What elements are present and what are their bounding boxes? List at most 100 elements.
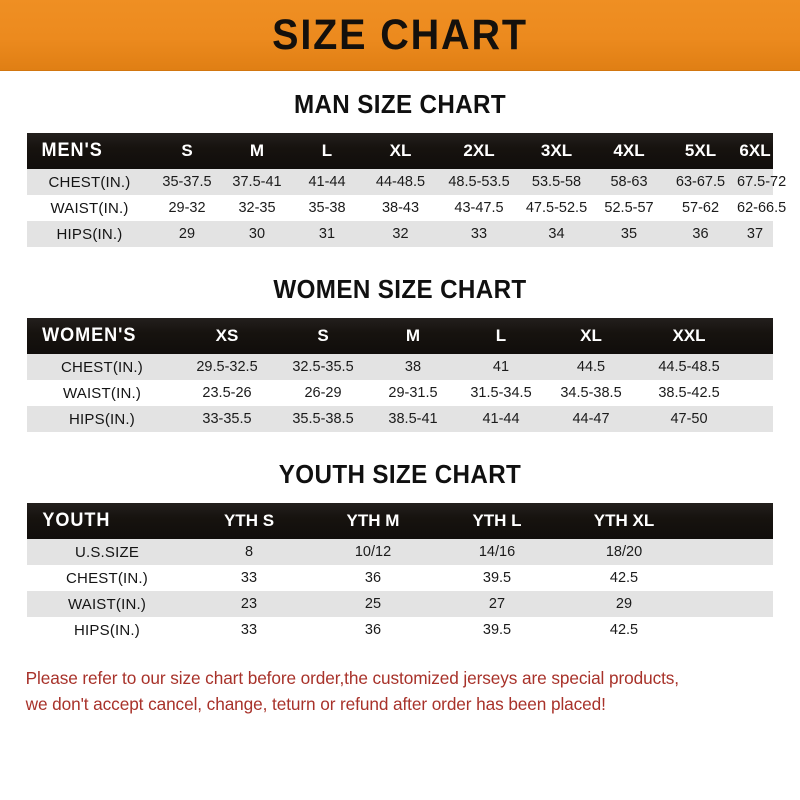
table-body-youth: U.S.SIZE 8 10/12 14/16 18/20 CHEST(IN.) … [27, 539, 773, 643]
size-col-yth-m: YTH M [346, 511, 400, 530]
row-label-us-size: U.S.SIZE [74, 543, 140, 561]
cell: 38.5-41 [388, 411, 438, 427]
size-col-m: M [249, 141, 265, 160]
row-label-hips: HIPS(IN.) [74, 621, 140, 639]
size-col-3xl: 3XL [540, 141, 573, 160]
cell: 30 [248, 226, 266, 242]
cell: 25 [364, 596, 382, 612]
footer-line-2: we don't accept cancel, change, teturn o… [25, 694, 606, 714]
row-label-chest: CHEST(IN.) [48, 173, 131, 191]
cell: 32 [392, 226, 409, 242]
cell: 35 [620, 226, 638, 242]
size-col-5xl: 5XL [684, 141, 717, 160]
cell [689, 591, 773, 617]
size-col-yth-l: YTH L [472, 511, 522, 530]
row-label-chest: CHEST(IN.) [66, 569, 148, 587]
size-col-xs: XS [215, 326, 239, 345]
size-table-man: MEN'S S M L XL 2XL 3XL 4XL 5XL 6XL CHEST… [27, 133, 787, 247]
table-row-hips: HIPS(IN.) 33-35.5 35.5-38.5 38.5-41 41-4… [27, 406, 773, 432]
size-col-empty [741, 318, 773, 354]
size-col-l: L [495, 326, 507, 345]
cell: 29.5-32.5 [196, 359, 258, 375]
size-col-l: L [321, 141, 333, 160]
cell: 52.5-57 [604, 200, 654, 216]
size-col-yth-xl: YTH XL [593, 511, 655, 530]
cell: 27 [488, 596, 506, 612]
row-label-waist: WAIST(IN.) [67, 595, 147, 613]
header-row: WOMEN'S XS S M L XL XXL [27, 318, 773, 354]
table-header-youth: YOUTH YTH S YTH M YTH L YTH XL [27, 503, 773, 539]
size-col-yth-s: YTH S [223, 511, 275, 530]
table-row-chest: CHEST(IN.) 29.5-32.5 32.5-35.5 38 41 44.… [27, 354, 773, 380]
row-label-hips: HIPS(IN.) [69, 410, 135, 428]
size-col-xl: XL [389, 141, 412, 160]
header-row: YOUTH YTH S YTH M YTH L YTH XL [27, 503, 773, 539]
table-body-women: CHEST(IN.) 29.5-32.5 32.5-35.5 38 41 44.… [27, 354, 773, 432]
cell: 33 [470, 226, 488, 242]
size-col-6xl: 6XL [739, 141, 771, 160]
cell: 23 [240, 596, 258, 612]
spacer [27, 117, 773, 133]
header-row: MEN'S S M L XL 2XL 3XL 4XL 5XL 6XL [27, 133, 773, 169]
size-col-s: S [181, 141, 193, 160]
cell: 23.5-26 [202, 385, 252, 401]
footer-line-1: Please refer to our size chart before or… [25, 668, 680, 688]
table-header-man: MEN'S S M L XL 2XL 3XL 4XL 5XL 6XL [27, 133, 773, 169]
cell: 43-47.5 [454, 200, 504, 216]
cell: 35.5-38.5 [292, 411, 354, 427]
cell: 14/16 [478, 544, 516, 560]
cell: 38 [404, 359, 422, 375]
cell: 29-32 [168, 200, 206, 216]
cell: 42.5 [609, 622, 639, 638]
row-label-hips: HIPS(IN.) [56, 225, 123, 243]
cell: 35-38 [308, 200, 346, 216]
cell: 34 [548, 226, 565, 242]
cell: 67.5-72 [737, 174, 787, 190]
cell: 44.5-48.5 [658, 359, 720, 375]
banner: SIZE CHART [0, 0, 800, 71]
cell: 63-67.5 [675, 174, 726, 190]
cell: 42.5 [609, 570, 639, 586]
table-row-hips: HIPS(IN.) 33 36 39.5 42.5 [27, 617, 773, 643]
table-row-hips: HIPS(IN.) 29 30 31 32 33 34 35 36 37 [27, 221, 773, 247]
cell [689, 617, 773, 643]
cell: 41-44 [308, 174, 346, 190]
cell: 31.5-34.5 [470, 385, 532, 401]
cell: 8 [244, 544, 254, 560]
cell: 33 [240, 570, 258, 586]
size-table-youth: YOUTH YTH S YTH M YTH L YTH XL U.S.SIZE … [27, 503, 773, 643]
size-col-2xl: 2XL [463, 141, 495, 160]
cell: 41 [492, 359, 510, 375]
cell: 44-48.5 [375, 174, 426, 190]
size-col-m: M [405, 326, 421, 345]
cell: 39.5 [482, 570, 512, 586]
table-row-chest: CHEST(IN.) 35-37.5 37.5-41 41-44 44-48.5… [27, 169, 787, 195]
section-title-women: WOMEN SIZE CHART [273, 274, 527, 304]
table-body-man: CHEST(IN.) 35-37.5 37.5-41 41-44 44-48.5… [27, 169, 787, 247]
section-man: MAN SIZE CHART MEN'S S M L XL 2XL 3XL 4X… [0, 91, 800, 247]
section-youth: YOUTH SIZE CHART YOUTH YTH S YTH M YTH L… [0, 461, 800, 643]
cell: 38-43 [381, 200, 420, 216]
table-row-waist: WAIST(IN.) 23.5-26 26-29 29-31.5 31.5-34… [27, 380, 773, 406]
footer-disclaimer: Please refer to our size chart before or… [0, 665, 788, 717]
cell: 36 [364, 570, 382, 586]
section-title-youth: YOUTH SIZE CHART [278, 459, 522, 489]
cell: 34.5-38.5 [560, 385, 622, 401]
row-label-chest: CHEST(IN.) [61, 358, 143, 376]
cell: 37 [746, 226, 764, 242]
size-col-xl: XL [580, 326, 602, 345]
size-col-empty [689, 503, 773, 539]
size-col-s: S [317, 326, 329, 345]
cell: 48.5-53.5 [448, 174, 510, 190]
cell [689, 539, 773, 565]
table-row-chest: CHEST(IN.) 33 36 39.5 42.5 [27, 565, 773, 591]
cell: 39.5 [482, 622, 512, 638]
corner-label-men: MEN'S [41, 140, 103, 161]
size-col-4xl: 4XL [613, 141, 645, 160]
table-row-us-size: U.S.SIZE 8 10/12 14/16 18/20 [27, 539, 773, 565]
spacer-after-banner [0, 71, 800, 91]
spacer [0, 247, 800, 276]
cell: 29 [615, 596, 633, 612]
cell: 18/20 [605, 544, 643, 560]
row-label-waist: WAIST(IN.) [62, 384, 142, 402]
